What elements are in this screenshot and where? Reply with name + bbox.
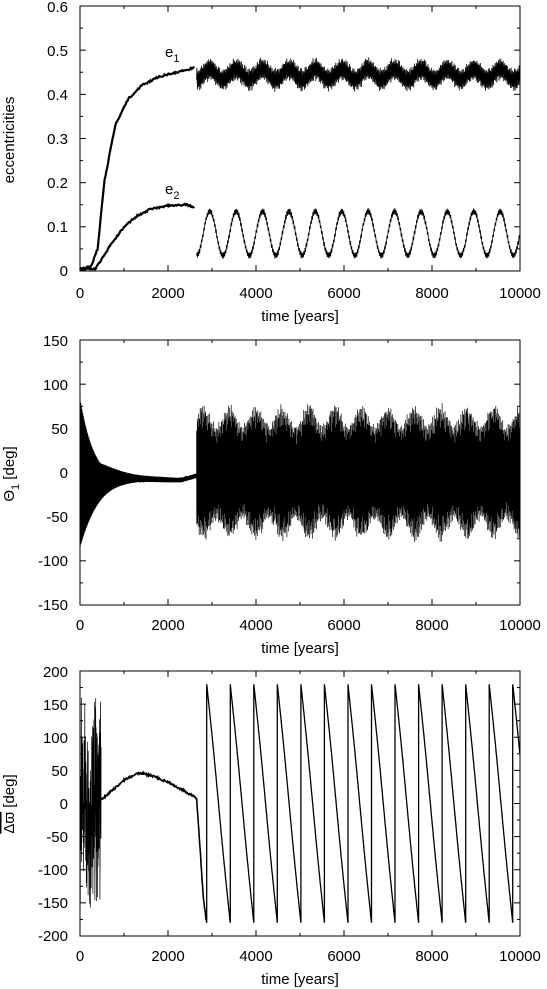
y-tick-label: 50 [51,763,68,780]
x-tick-label: 4000 [239,617,272,634]
y-tick-label: -100 [38,553,68,570]
theta-panel: 0 2000 4000 6000 8000 10000 -150 -100 -5… [1,333,541,657]
x-tick-label: 6000 [327,948,360,965]
y-tick-label: -100 [38,862,68,879]
series-label-e1: e1 [165,44,179,65]
y-tick-label: 0.3 [47,131,68,148]
y-axis-label: eccentricities [1,97,18,184]
x-tick-label: 2000 [151,617,184,634]
y-axis-label: Δϖ [deg] [1,774,18,833]
series-line-dvarpi-chaotic [79,697,102,908]
y-tick-label: 100 [43,730,68,747]
x-tick-label: 10000 [499,285,541,302]
series-line-e2-growth [79,202,195,272]
y-tick-label: 0 [60,465,68,482]
y-tick-label: 0.5 [47,43,68,60]
x-tick-label: 8000 [415,285,448,302]
x-tick-label: 2000 [151,285,184,302]
y-tick-label: 150 [43,697,68,714]
series-label-e2: e2 [165,181,179,202]
y-tick-label: 100 [43,377,68,394]
x-tick-label: 6000 [327,617,360,634]
panel-3-xtick-labels: 0 2000 4000 6000 8000 10000 [76,948,541,965]
x-tick-label: 0 [76,948,84,965]
series-line-theta1 [79,398,521,547]
y-tick-label: 0.4 [47,87,68,104]
y-tick-label: -50 [46,509,68,526]
panel-1-xtick-labels: 0 2000 4000 6000 8000 10000 [76,285,541,302]
series-line-e1-oscillation [196,57,521,92]
delta-varpi-panel: 0 2000 4000 6000 8000 10000 -200 -150 -1… [1,664,541,988]
panel-3-ytick-labels: -200 -150 -100 -50 0 50 100 150 200 [38,664,68,945]
y-tick-label: -200 [38,928,68,945]
panel-1-ticks [79,5,521,272]
y-tick-label: 50 [51,421,68,438]
y-tick-label: 0.2 [47,175,68,192]
x-tick-label: 10000 [499,617,541,634]
series-line-e1-growth [79,66,195,271]
panel-2-xtick-labels: 0 2000 4000 6000 8000 10000 [76,617,541,634]
x-tick-label: 8000 [415,948,448,965]
x-axis-label: time [years] [261,308,339,325]
eccentricity-panel: 0 2000 4000 6000 8000 10000 0 0.1 0.2 0.… [1,0,541,325]
series-line-dvarpi-sawtooth [205,684,521,923]
y-tick-label: 0 [60,796,68,813]
x-axis-label: time [years] [261,640,339,657]
x-tick-label: 4000 [239,948,272,965]
x-tick-label: 6000 [327,285,360,302]
y-tick-label: -50 [46,829,68,846]
theta-series [79,398,521,547]
y-tick-label: -150 [38,597,68,614]
x-tick-label: 10000 [499,948,541,965]
x-tick-label: 0 [76,617,84,634]
x-tick-label: 8000 [415,617,448,634]
panel-1-ytick-labels: 0 0.1 0.2 0.3 0.4 0.5 0.6 [47,0,68,280]
y-tick-label: 0 [60,263,68,280]
x-tick-label: 2000 [151,948,184,965]
y-tick-label: 0.1 [47,219,68,236]
x-tick-label: 4000 [239,285,272,302]
y-tick-label: -150 [38,895,68,912]
y-tick-label: 0.6 [47,0,68,16]
eccentricity-series [79,57,521,272]
y-tick-label: 200 [43,664,68,681]
panel-1-frame [79,5,521,272]
panel-2-ytick-labels: -150 -100 -50 0 50 100 150 [38,333,68,614]
x-tick-label: 0 [76,285,84,302]
delta-varpi-series [79,684,521,923]
x-axis-label: time [years] [261,971,339,988]
series-line-dvarpi-smooth [100,770,208,921]
series-line-e2-oscillation [196,208,521,259]
y-tick-label: 150 [43,333,68,350]
y-axis-label: Θ1 [deg] [1,446,22,501]
